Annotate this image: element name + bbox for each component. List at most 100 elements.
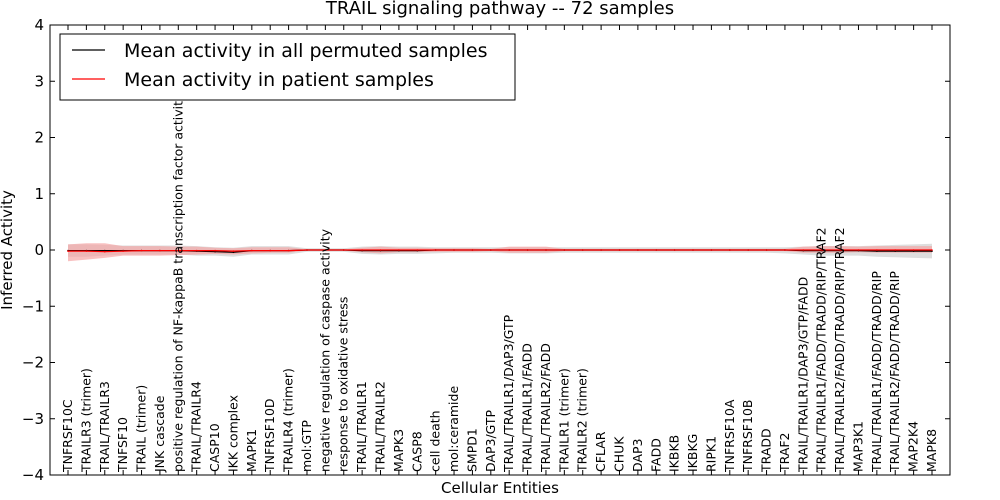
category-label: mol:ceramide [446,386,461,472]
point-series-1-0 [67,250,69,252]
category-label: TRAILR2 (trimer) [575,368,590,473]
point-series-1-6 [177,249,180,252]
category-label: CASP10 [207,423,222,472]
category-label: TRAF2 [777,432,792,473]
point-series-1-45 [894,249,896,251]
y-tick-label: 3 [34,72,44,90]
category-label: TRAILR1 (trimer) [556,368,571,473]
point-series-1-2 [104,250,106,253]
point-series-1-21 [453,249,455,251]
legend-frame [59,33,516,101]
category-label: TRAILR4 (trimer) [281,368,296,473]
point-series-1-15 [342,249,345,251]
category-label: DAP3 [630,439,645,472]
y-tick-label: −1 [22,297,44,315]
line-series-1 [68,249,932,253]
category-label: TRAIL/TRAILR4 [189,381,204,473]
y-tick-label: −3 [22,410,44,428]
point-series-1-25 [526,249,529,251]
point-series-1-14 [324,249,327,251]
point-series-1-30 [618,249,621,251]
category-label: TRAILR3 (trimer) [78,368,93,473]
y-tick-label: −2 [22,354,44,372]
point-series-1-19 [416,249,419,251]
point-series-1-26 [545,249,547,251]
point-series-1-42 [839,249,841,251]
point-series-1-44 [876,249,878,251]
category-label: TRAIL/TRAILR1/FADD [520,343,535,473]
category-label: TRAIL/TRAILR1/FADD/TRADD/RIP/TRAF2 [814,227,829,473]
category-label: MAPK3 [391,429,406,472]
chart-title: TRAIL signaling pathway -- 72 samples [325,0,674,19]
y-tick-label: −4 [22,466,44,484]
point-series-1-38 [765,249,768,251]
point-series-1-1 [85,250,88,252]
point-series-0-47 [931,250,933,252]
point-series-1-22 [471,249,474,251]
category-label: MAPK1 [244,429,259,472]
y-tick-label: 2 [34,129,44,147]
category-label: TNFRSF10B [740,400,755,473]
category-label: positive regulation of NF-kappaB transcr… [170,93,185,472]
category-label: MAP2K4 [906,421,921,472]
category-label: cell death [428,410,443,472]
point-series-1-31 [637,249,639,251]
point-series-1-10 [251,249,253,252]
point-series-0-9 [232,251,235,254]
category-label: IKK complex [225,395,240,472]
point-series-1-28 [581,249,584,251]
point-series-1-35 [710,249,713,251]
legend-label-patient: Mean activity in patient samples [124,69,434,91]
category-labels: TNFRSF10C TRAILR3 (trimer) TRAIL/TRAILR3 TN… [60,93,939,473]
category-label: JNK cascade [152,395,167,473]
point-series-1-43 [857,249,860,251]
category-label: DAP3/GTP [483,409,498,472]
point-series-0-46 [912,250,915,252]
point-series-1-12 [287,249,290,252]
category-label: TNFRSF10D [262,398,277,473]
category-label: TRAIL/TRAILR1/DAP3/GTP/FADD [795,277,810,473]
point-series-0-2 [104,249,106,252]
legend: Mean activity in all permuted samples Me… [59,33,516,101]
point-series-1-5 [159,249,161,252]
category-label: TRAIL/TRAILR2/FADD [538,343,553,473]
point-series-1-37 [747,249,749,251]
point-series-1-9 [232,250,235,252]
point-series-1-46 [912,249,915,251]
category-label: TRAIL/TRAILR2/FADD/TRADD/RIP/TRAF2 [832,227,847,473]
category-label: TRADD [759,428,774,473]
point-series-1-23 [490,249,492,251]
category-label: TRAIL/TRAILR2/FADD/TRADD/RIP [887,271,902,473]
category-label: mol:GTP [299,420,314,472]
confidence-bands [68,243,932,262]
point-series-0-45 [894,250,896,252]
point-series-1-32 [655,249,658,251]
point-series-1-29 [600,249,602,251]
point-series-1-17 [379,249,382,251]
y-tick-label: 4 [34,16,44,34]
point-series-1-4 [140,249,143,252]
category-label: FADD [648,438,663,472]
y-tick-label: 1 [34,185,44,203]
point-series-1-3 [122,250,124,252]
category-label: MAP3K1 [851,421,866,472]
point-series-1-33 [673,249,676,251]
category-label: IKBKB [667,435,682,472]
point-series-1-34 [692,249,694,251]
x-axis-label: Cellular Entities [441,479,559,497]
category-label: TRAIL/TRAILR1/FADD/TRADD/RIP [869,271,884,473]
band-series-1 [68,243,932,262]
point-series-0-8 [214,250,216,253]
category-label: CFLAR [593,431,608,472]
point-series-1-7 [195,249,198,252]
category-label: TRAIL/TRAILR3 [97,381,112,473]
series-lines [67,249,933,254]
category-label: IKBKG [685,434,700,472]
point-series-1-11 [269,249,272,252]
category-label: TRAIL/TRAILR1/DAP3/GTP [501,314,516,473]
category-label: TNFRSF10C [60,399,75,473]
point-series-1-39 [784,249,786,251]
category-label: CHUK [612,436,627,472]
category-label: TNFSF10 [115,417,130,473]
